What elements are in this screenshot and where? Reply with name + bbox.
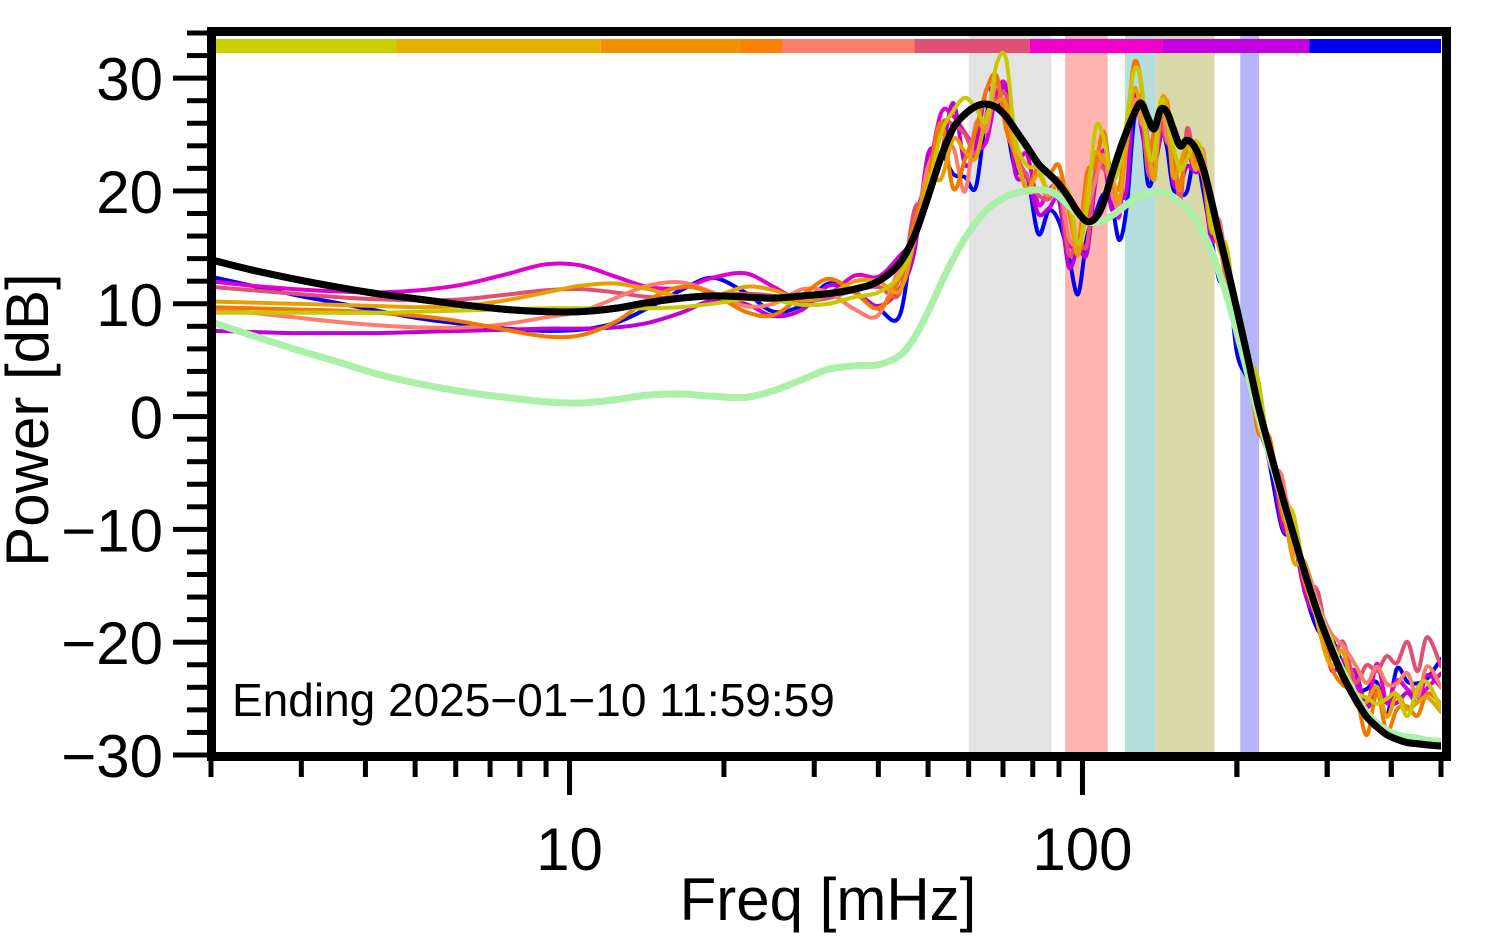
- series-layer: [211, 50, 1441, 750]
- x-tick-label-100: 100: [1032, 816, 1132, 883]
- y-tick-minor-34: [187, 30, 207, 36]
- axis-frame-bottom: [207, 752, 1447, 761]
- y-tick-minor-2: [187, 391, 207, 397]
- x-tick-minor-9: [543, 759, 549, 777]
- y-tick-major-30: [173, 75, 207, 81]
- y-tick-minor-32: [187, 53, 207, 59]
- x-tick-minor-90: [1056, 759, 1062, 777]
- colorbar-segment-6: [1029, 39, 1163, 53]
- x-tick-minor-50: [925, 759, 931, 777]
- y-tick-minor--12: [187, 549, 207, 555]
- y-tick-label-30: 30: [96, 46, 163, 113]
- y-tick-minor-24: [187, 143, 207, 149]
- colorbar-segment-4: [782, 39, 915, 53]
- y-tick-label--10: −10: [61, 497, 163, 564]
- series-mean-overlay: [211, 99, 1441, 750]
- y-tick-minor--8: [187, 504, 207, 510]
- y-tick-minor--2: [187, 436, 207, 442]
- x-tick-minor-40: [875, 759, 881, 777]
- y-tick-major--20: [173, 639, 207, 645]
- y-tick-label--20: −20: [61, 610, 163, 677]
- x-tick-minor-200: [1234, 759, 1240, 777]
- y-tick-minor--6: [187, 481, 207, 487]
- axis-frame-right: [1442, 27, 1451, 761]
- x-tick-minor-7: [487, 759, 493, 777]
- x-tick-minor-300: [1324, 759, 1330, 777]
- axis-frame-left: [207, 27, 216, 761]
- x-axis-label: Freq [mHz]: [680, 866, 977, 933]
- x-tick-minor-5: [412, 759, 418, 777]
- axis-tick-labels: 10 100 −30 −20 −10 0 10 20 30: [61, 46, 1132, 883]
- colorbar-segment-1: [396, 39, 601, 53]
- x-tick-minor-30: [811, 759, 817, 777]
- y-tick-minor--14: [187, 572, 207, 577]
- y-tick-minor--18: [187, 617, 207, 623]
- y-tick-label-20: 20: [96, 159, 163, 226]
- y-tick-major-0: [173, 414, 207, 420]
- x-tick-minor-400: [1388, 759, 1394, 777]
- y-axis-label: Power [dB]: [0, 273, 61, 566]
- colorbar-segment-0: [211, 39, 397, 53]
- colorbar-segment-2: [600, 39, 741, 53]
- x-tick-minor-80: [1030, 759, 1036, 777]
- y-tick-minor-18: [187, 211, 207, 216]
- x-tick-minor-4: [362, 759, 368, 777]
- y-tick-minor-28: [187, 98, 207, 104]
- colorbar-segment-5: [914, 39, 1030, 53]
- x-tick-minor-500: [1438, 759, 1444, 777]
- colorbar-segment-8: [1309, 39, 1441, 53]
- series-trace-olive: [211, 50, 1441, 719]
- x-tick-minor-2: [208, 759, 214, 777]
- y-tick-label-10: 10: [96, 272, 163, 339]
- y-tick-minor-4: [187, 368, 207, 374]
- x-tick-minor-8: [517, 759, 523, 777]
- x-tick-minor-70: [1000, 759, 1006, 777]
- y-tick-label--30: −30: [61, 723, 163, 790]
- x-tick-minor-60: [966, 759, 972, 777]
- axis-frame: [207, 27, 1451, 761]
- x-tick-minor-3: [298, 759, 304, 777]
- y-tick-minor-22: [187, 165, 207, 171]
- y-tick-minor-6: [187, 346, 207, 352]
- x-tick-major-10: [567, 759, 573, 795]
- y-tick-minor--22: [187, 662, 207, 668]
- y-tick-minor-12: [187, 278, 207, 284]
- y-tick-major--30: [173, 752, 207, 758]
- axis-ticks: [173, 30, 1444, 795]
- x-tick-minor-20: [721, 759, 727, 777]
- y-tick-major--10: [173, 526, 207, 532]
- colorbar-segment-7: [1162, 39, 1310, 53]
- y-tick-minor-8: [187, 323, 207, 329]
- y-tick-minor-14: [187, 256, 207, 262]
- y-tick-label-0: 0: [130, 385, 163, 452]
- y-tick-major-10: [173, 301, 207, 307]
- x-tick-minor-6: [453, 759, 459, 777]
- y-tick-minor-26: [187, 120, 207, 126]
- y-tick-minor--26: [187, 707, 207, 713]
- x-tick-major-100: [1079, 759, 1085, 795]
- y-tick-minor--4: [187, 459, 207, 465]
- y-tick-minor--16: [187, 594, 207, 600]
- axis-frame-top: [207, 27, 1447, 36]
- ending-timestamp-annotation: Ending 2025−01−10 11:59:59: [232, 674, 835, 726]
- y-tick-minor--24: [187, 684, 207, 690]
- x-tick-label-10: 10: [536, 816, 603, 883]
- y-tick-minor-16: [187, 233, 207, 239]
- y-tick-minor--28: [187, 729, 207, 735]
- colorbar-segment-3: [740, 39, 783, 53]
- top-colorbar: [211, 39, 1441, 53]
- y-tick-major-20: [173, 188, 207, 194]
